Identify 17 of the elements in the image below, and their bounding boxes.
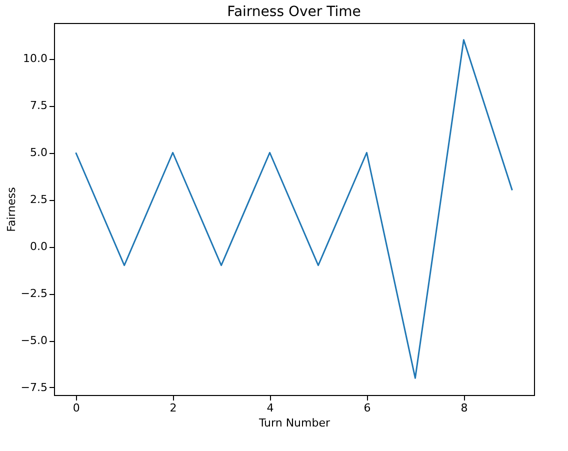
y-tick-label: 5.0 (30, 146, 48, 160)
x-tick-label: 6 (364, 402, 371, 414)
y-tick-label: 2.5 (30, 193, 48, 206)
y-tick-label: −7.5 (20, 380, 48, 394)
chart-title: Fairness Over Time (227, 4, 361, 20)
y-tick-label: 0.0 (30, 240, 48, 254)
line-series (75, 39, 513, 379)
x-axis-title: Turn Number (258, 416, 330, 430)
x-tick-label: 4 (266, 402, 274, 414)
x-tick-label: 2 (170, 402, 177, 414)
y-tick-label: −2.5 (20, 287, 48, 300)
y-tick-label: −5.0 (20, 334, 48, 348)
y-axis-title: Fairness (4, 186, 18, 232)
y-tick-label: 7.5 (30, 99, 48, 112)
x-tick-label: 0 (72, 402, 80, 414)
x-tick-label: 8 (460, 402, 468, 414)
y-tick-label: 10.0 (23, 52, 48, 66)
